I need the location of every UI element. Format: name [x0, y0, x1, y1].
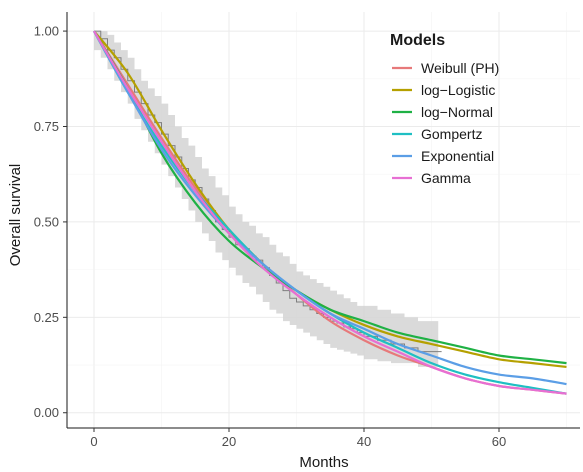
- legend-label-log-logistic: log−Logistic: [421, 82, 495, 98]
- confidence-band: [94, 31, 439, 367]
- model-curves: [93, 30, 567, 395]
- kaplan-meier-curve: [94, 30, 442, 353]
- legend-label-log-normal: log−Normal: [421, 104, 493, 120]
- x-tick-label: 40: [357, 434, 371, 449]
- y-tick-label: 0.00: [34, 405, 59, 420]
- x-tick-label: 60: [492, 434, 506, 449]
- legend: Models Weibull (PH) log−Logistic log−Norma…: [390, 32, 499, 186]
- x-tick-label: 0: [90, 434, 97, 449]
- x-axis-title: Months: [299, 454, 348, 471]
- y-tick-label: 0.75: [34, 119, 59, 134]
- legend-title: Models: [390, 32, 445, 49]
- axes: [66, 12, 580, 429]
- tick-labels: 0 20 40 60 0.00 0.25 0.50 0.75 1.00: [34, 24, 507, 449]
- legend-label-weibull-ph: Weibull (PH): [421, 60, 499, 76]
- series-line-log-normal: [93, 30, 567, 365]
- y-axis-title: Overall survival: [7, 164, 24, 267]
- legend-label-exponential: Exponential: [421, 148, 494, 164]
- confidence-band-layer: [94, 31, 439, 367]
- y-tick-label: 0.50: [34, 214, 59, 229]
- series-line-exponential: [93, 30, 567, 386]
- y-tick-label: 0.25: [34, 310, 59, 325]
- series-line-gamma: [93, 30, 567, 395]
- x-tick-label: 20: [222, 434, 236, 449]
- y-tick-label: 1.00: [34, 24, 59, 39]
- grid: [67, 12, 580, 428]
- legend-label-gompertz: Gompertz: [421, 126, 482, 142]
- legend-label-gamma: Gamma: [421, 170, 471, 186]
- kaplan-meier-layer: [94, 30, 442, 353]
